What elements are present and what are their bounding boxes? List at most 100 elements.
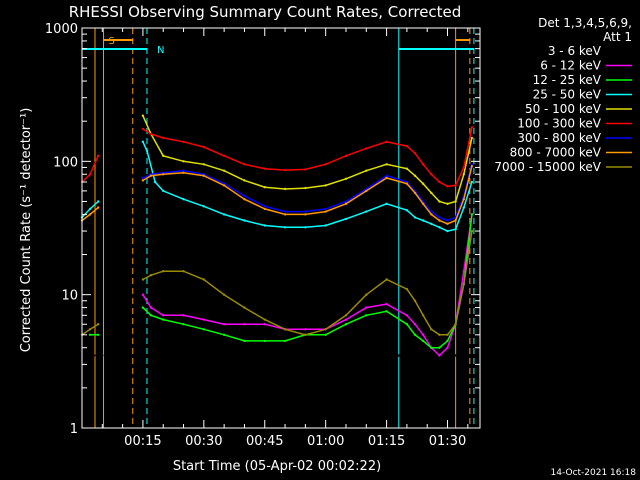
series-3-point-23 [446,229,449,233]
series-4-point-2 [162,154,165,157]
series-7-point-2 [97,206,100,209]
series-0-point-20 [446,354,449,357]
series-7-point-10 [263,207,266,211]
series-3-point-22 [438,226,441,229]
series-line-5 [81,127,473,188]
series-0-point-2 [202,354,205,357]
y-tick-label-1: 10 [61,289,78,304]
series-4-point-19 [446,202,449,205]
series-8-point-23 [454,323,457,326]
series-3-point-12 [283,226,287,229]
series-8-point-24 [462,282,465,286]
series-7-point-8 [222,184,226,187]
y-axis-label: Corrected Count Rate (s⁻¹ detector⁻¹) [19,108,34,353]
chart-title: RHESSI Observing Summary Count Rates, Co… [69,3,462,21]
series-4-point-10 [324,184,327,187]
series-8-point-6 [182,270,185,273]
series-7-point-22 [446,222,449,225]
series-line-6 [142,164,473,222]
series-4-point-4 [202,163,205,166]
series-2-point-3 [149,314,153,317]
flag-label-0: S [109,36,115,47]
series-1-point-15 [413,323,417,326]
series-2-point-5 [182,323,185,326]
series-3-point-20 [421,219,425,222]
legend-label-0: 3 - 6 keV [548,44,602,58]
series-2-point-17 [413,333,417,336]
flag-label-1: N [157,45,164,56]
series-8-point-14 [344,314,348,317]
series-7-point-9 [243,198,246,201]
series-1-point-16 [421,333,425,336]
series-4-point-20 [454,200,457,203]
series-0-point-12 [381,354,384,357]
series-3-point-9 [222,213,226,216]
series-1-point-6 [243,323,246,326]
x-tick-label-2: 00:45 [246,434,283,449]
series-0-point-3 [210,354,214,357]
series-0-point-1 [101,354,104,357]
series-3-point-1 [88,207,92,211]
series-3-point-26 [470,180,474,184]
series-0-point-9 [357,354,360,357]
series-0-point-16 [413,354,417,357]
series-3-point-15 [344,217,348,221]
series-0-point-5 [324,354,327,357]
series-1-point-11 [344,318,348,321]
series-2-point-0 [88,333,92,336]
series-5-point-5 [162,136,165,140]
series-5-point-12 [304,168,307,171]
series-1-point-3 [182,314,185,317]
legend-label-4: 50 - 100 keV [525,102,602,116]
series-4-point-12 [365,169,368,172]
series-2-point-15 [385,310,388,313]
series-8-point-15 [365,293,368,296]
footer-timestamp: 14-Oct-2021 16:18 [551,468,637,478]
series-3-point-5 [153,180,157,184]
series-1-point-4 [202,318,205,321]
x-tick-label-1: 00:30 [185,434,222,449]
series-7-point-5 [162,173,165,176]
x-tick-label-3: 01:00 [307,434,344,449]
series-4-point-18 [438,200,441,203]
series-5-point-1 [88,173,92,176]
series-3-point-13 [304,226,307,229]
series-2-point-10 [283,339,287,343]
series-0-point-4 [263,354,266,357]
series-2-point-12 [324,333,327,336]
series-3-point-3 [141,140,145,143]
series-7-point-25 [470,165,474,168]
series-5-point-19 [421,163,425,166]
series-7-point-15 [365,189,368,193]
series-5-point-17 [405,144,409,148]
series-0-point-7 [340,354,344,357]
series-7-point-11 [283,213,287,216]
series-2-point-9 [263,339,266,343]
series-6-point-9 [304,210,307,213]
series-1-point-13 [385,302,388,306]
series-line-8 [81,230,473,336]
series-7-point-6 [182,171,185,174]
series-4-point-9 [304,186,307,190]
series-6-point-14 [405,180,409,184]
series-5-point-2 [97,154,100,157]
series-5-point-8 [222,154,226,157]
series-6-point-8 [283,210,287,213]
series-8-point-13 [324,328,327,331]
series-7-point-17 [405,182,409,185]
series-1-point-9 [304,328,307,331]
series-2-point-13 [344,323,348,326]
series-3-point-4 [145,149,149,152]
series-7-point-13 [324,210,327,213]
series-5-point-4 [149,132,153,136]
series-6-point-19 [446,219,449,222]
series-4-point-17 [430,191,433,195]
series-8-point-2 [97,323,100,326]
series-4-point-0 [141,114,145,117]
legend-label-7: 800 - 7000 keV [510,146,602,160]
series-2-point-24 [470,213,474,216]
series-8-point-11 [283,328,287,331]
series-0-point-13 [389,354,392,357]
series-7-point-20 [430,213,433,216]
plot-area: SN [80,28,475,428]
